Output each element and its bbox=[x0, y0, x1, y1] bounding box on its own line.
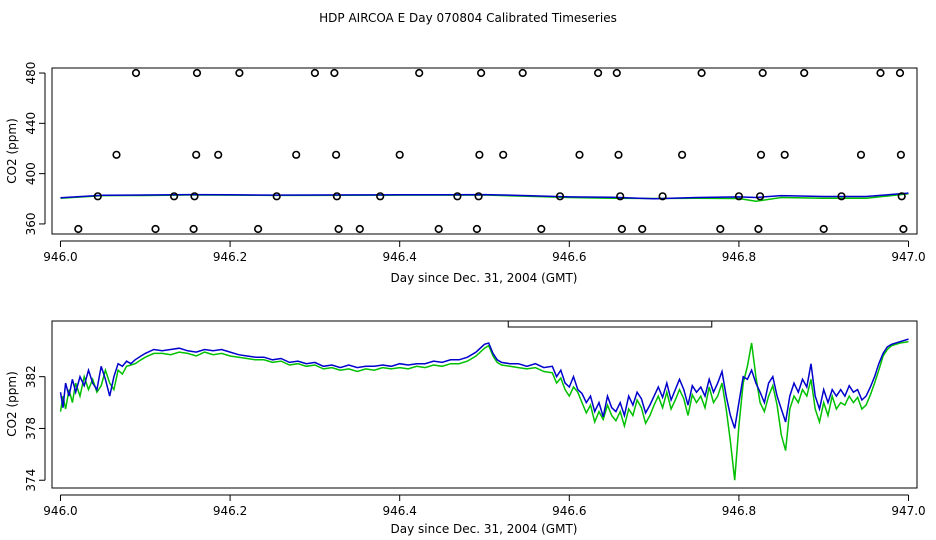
panel-bottom: 946.0 946.2 946.4 946.6 946.8 947.0374378382 … bbox=[5, 320, 926, 536]
flag-bar bbox=[507, 320, 713, 328]
data-point bbox=[780, 150, 789, 159]
data-point bbox=[638, 224, 647, 234]
data-point bbox=[376, 192, 385, 201]
data-point bbox=[272, 192, 281, 201]
plot-frame bbox=[51, 320, 918, 489]
x-axis-label: Day since Dec. 31, 2004 (GMT) bbox=[391, 271, 578, 285]
data-point bbox=[334, 224, 343, 234]
y-tick-label: 378 bbox=[24, 417, 38, 440]
data-point bbox=[112, 150, 121, 159]
top-marks: 946.0 946.2 946.4 946.6 946.8 947.0 360 400 440 4… bbox=[24, 62, 926, 264]
data-point bbox=[896, 150, 906, 159]
series-line-blue bbox=[59, 338, 909, 429]
data-point bbox=[192, 150, 201, 159]
data-point bbox=[616, 192, 625, 201]
data-point bbox=[755, 192, 765, 201]
data-point bbox=[575, 150, 584, 159]
series-line-green bbox=[59, 340, 909, 481]
data-point bbox=[895, 68, 905, 78]
data-point bbox=[716, 224, 725, 234]
y-tick-label: 374 bbox=[24, 469, 38, 492]
data-point bbox=[235, 68, 244, 78]
data-point bbox=[499, 150, 508, 159]
x-tick-label: 946.4 bbox=[383, 250, 417, 264]
data-point bbox=[190, 192, 199, 201]
data-point bbox=[330, 68, 339, 78]
data-point bbox=[876, 68, 885, 78]
data-point bbox=[658, 192, 667, 201]
y-tick-label: 480 bbox=[24, 62, 38, 85]
y-tick-label: 440 bbox=[24, 112, 38, 135]
data-point bbox=[474, 192, 483, 201]
x-tick-label: 946.2 bbox=[213, 250, 247, 264]
data-point bbox=[837, 192, 846, 201]
x-tick-label: 947.0 bbox=[891, 504, 925, 518]
data-point bbox=[415, 68, 424, 78]
data-point bbox=[292, 150, 301, 159]
data-point bbox=[74, 224, 83, 234]
y-tick-label: 400 bbox=[24, 162, 38, 185]
data-point bbox=[472, 224, 482, 234]
data-point bbox=[612, 68, 621, 78]
x-tick-label: 946.0 bbox=[43, 504, 77, 518]
data-point bbox=[355, 224, 364, 234]
data-point bbox=[332, 150, 341, 159]
data-point bbox=[310, 68, 320, 78]
data-point bbox=[537, 224, 546, 234]
y-axis-label: CO2 (ppm) bbox=[5, 371, 19, 437]
panel-top: 946.0 946.2 946.4 946.6 946.8 947.0 360 400 440 4… bbox=[5, 62, 926, 285]
plot-frame bbox=[51, 67, 918, 235]
data-point bbox=[189, 224, 198, 234]
data-point bbox=[617, 224, 627, 234]
data-point bbox=[93, 192, 102, 201]
y-tick-label: 382 bbox=[24, 365, 38, 388]
x-tick-label: 946.6 bbox=[552, 250, 586, 264]
x-tick-label: 946.4 bbox=[383, 504, 417, 518]
x-tick-label: 946.6 bbox=[552, 504, 586, 518]
x-tick-label: 947.0 bbox=[891, 250, 925, 264]
data-point bbox=[758, 68, 767, 78]
x-tick-label: 946.0 bbox=[43, 250, 77, 264]
data-point bbox=[677, 150, 687, 159]
data-point bbox=[254, 224, 263, 234]
bottom-marks: 946.0 946.2 946.4 946.6 946.8 947.0 374 378 382 bbox=[24, 320, 926, 518]
data-point bbox=[131, 68, 141, 78]
data-point bbox=[754, 224, 763, 234]
x-tick-label: 946.8 bbox=[722, 504, 756, 518]
data-point bbox=[518, 68, 527, 78]
data-point bbox=[434, 224, 443, 234]
data-point bbox=[214, 150, 223, 159]
data-point bbox=[453, 192, 462, 201]
data-point bbox=[477, 68, 486, 78]
x-tick-label: 946.2 bbox=[213, 504, 247, 518]
data-point bbox=[697, 68, 706, 78]
data-point bbox=[475, 150, 484, 159]
data-point bbox=[756, 150, 766, 159]
data-point bbox=[899, 224, 908, 234]
data-point bbox=[151, 224, 160, 234]
data-point bbox=[734, 192, 744, 201]
data-point bbox=[800, 68, 809, 78]
data-point bbox=[593, 68, 603, 78]
data-point bbox=[555, 192, 565, 201]
chart-title: HDP AIRCOA E Day 070804 Calibrated Times… bbox=[319, 11, 617, 25]
data-point bbox=[170, 192, 179, 201]
x-tick-label: 946.8 bbox=[722, 250, 756, 264]
data-point bbox=[395, 150, 404, 159]
data-point bbox=[192, 68, 202, 78]
data-point bbox=[332, 192, 342, 201]
data-point bbox=[819, 224, 828, 234]
x-axis-label: Day since Dec. 31, 2004 (GMT) bbox=[391, 522, 578, 536]
data-point bbox=[856, 150, 866, 159]
y-tick-label: 360 bbox=[24, 212, 38, 235]
series-line-blue bbox=[60, 192, 909, 200]
data-point bbox=[614, 150, 623, 159]
y-axis-label: CO2 (ppm) bbox=[5, 118, 19, 184]
data-point bbox=[897, 192, 906, 201]
